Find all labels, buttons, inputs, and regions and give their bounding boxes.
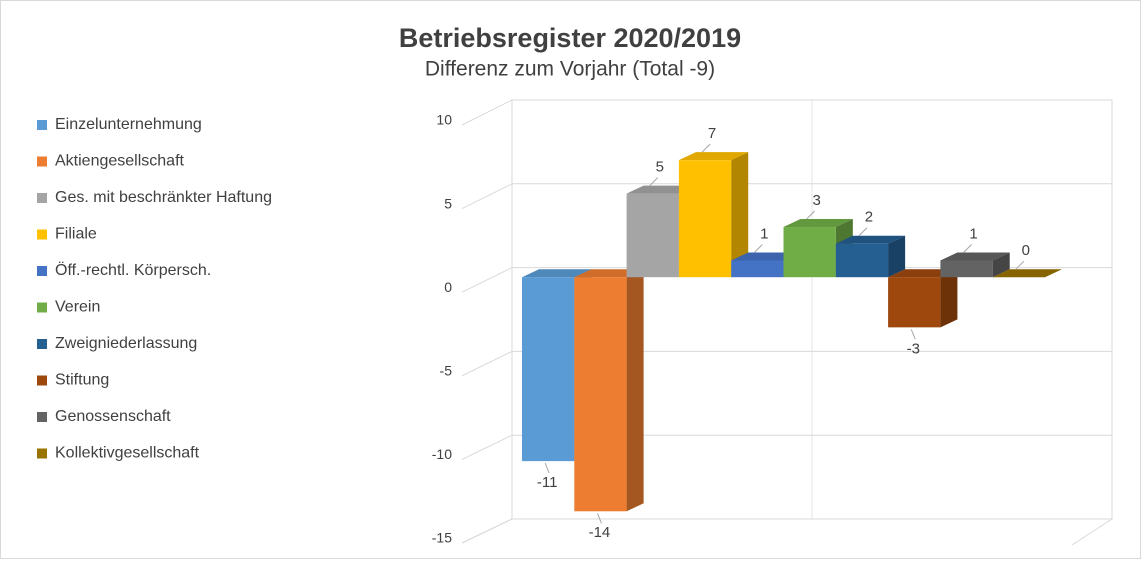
data-label: 5 <box>656 159 664 176</box>
legend-label: Zweigniederlassung <box>55 335 197 352</box>
bar-top <box>940 252 1010 261</box>
bar-side-shade <box>940 269 958 328</box>
label-leader <box>596 513 602 524</box>
bar-side-shade <box>888 235 906 278</box>
y-tick-label: -5 <box>440 363 453 379</box>
bar-side <box>992 252 1010 278</box>
bar-top <box>992 269 1062 278</box>
bar-top-shade <box>678 152 749 161</box>
label-leader <box>701 143 711 153</box>
bar <box>940 260 993 278</box>
bar-side <box>731 152 749 278</box>
legend-swatch <box>37 229 47 240</box>
bar-side-shade <box>626 269 644 512</box>
y-tick-label: -15 <box>432 530 452 546</box>
grid-line <box>461 350 513 377</box>
bar-top-shade <box>574 269 644 278</box>
legend-swatch <box>37 448 47 459</box>
legend-label: Verein <box>55 299 100 316</box>
data-label: 1 <box>760 225 768 242</box>
y-tick-label: -10 <box>432 446 452 462</box>
legend-swatch <box>37 266 47 276</box>
data-label: 3 <box>812 192 820 209</box>
bar-side-shade <box>992 252 1010 278</box>
y-tick-label: 10 <box>436 112 452 128</box>
bar-top <box>574 269 644 278</box>
legend-label: Kollektivgesellschaft <box>55 445 200 462</box>
bar-top <box>626 185 696 194</box>
bar-top <box>678 152 749 161</box>
legend-label: Öff.-rechtl. Körpersch. <box>55 261 211 279</box>
bar-top-shade <box>940 252 1010 261</box>
bar-top-shade <box>992 269 1062 278</box>
data-label: -11 <box>537 474 558 491</box>
data-label: 0 <box>1022 242 1030 259</box>
bar <box>783 227 836 278</box>
bar <box>626 193 679 278</box>
legend-label: Aktiengesellschaft <box>55 153 185 170</box>
y-tick-label: 5 <box>444 195 452 211</box>
legend-swatch <box>37 193 47 203</box>
floor-edge <box>1071 518 1113 546</box>
bar <box>574 277 627 512</box>
bar-side-shade <box>731 152 749 278</box>
bar-top <box>522 269 592 278</box>
grid-line <box>461 99 513 126</box>
bar-top <box>888 269 958 278</box>
bar <box>522 277 575 462</box>
bar <box>888 277 941 328</box>
label-leader <box>544 462 550 474</box>
data-label: -3 <box>907 340 920 357</box>
bar-side <box>888 235 906 278</box>
bar-top-shade <box>522 269 592 278</box>
label-leader <box>910 329 916 340</box>
legend-swatch <box>37 412 47 422</box>
legend-label: Genossenschaft <box>55 408 171 425</box>
bar-side <box>626 269 644 512</box>
label-leader <box>963 244 972 253</box>
bar-top-shade <box>626 185 696 194</box>
bar-side <box>940 269 958 328</box>
label-leader <box>753 244 763 253</box>
bar <box>835 243 889 278</box>
legend-label: Stiftung <box>55 372 109 389</box>
legend-label: Ges. mit beschränkter Haftung <box>55 189 272 206</box>
legend-swatch <box>37 339 47 349</box>
legend-swatch <box>37 156 47 167</box>
bar-top <box>835 235 906 244</box>
chart-title: Betriebsregister 2020/2019 <box>399 23 741 53</box>
bar-top <box>783 219 853 228</box>
legend-swatch <box>37 120 47 130</box>
bar <box>731 260 784 278</box>
bar-top-shade <box>888 269 958 278</box>
label-leader <box>858 227 868 237</box>
data-label: 7 <box>708 125 716 142</box>
grid-line <box>461 434 513 460</box>
bar-top-shade <box>783 219 853 228</box>
legend-swatch <box>37 302 47 313</box>
data-label: -14 <box>589 524 611 541</box>
bar-top <box>731 252 801 261</box>
data-label: 2 <box>865 209 873 226</box>
grid-line <box>461 518 513 544</box>
bar-top-shade <box>835 235 906 244</box>
grid-line <box>461 183 513 210</box>
label-leader <box>1015 260 1025 270</box>
chart-subtitle: Differenz zum Vorjahr (Total -9) <box>425 58 715 81</box>
bar <box>678 160 732 278</box>
legend-label: Einzelunternehmung <box>55 116 202 133</box>
label-leader <box>649 177 659 186</box>
label-leader <box>806 210 816 220</box>
y-tick-label: 0 <box>444 279 452 295</box>
legend-label: Filiale <box>55 226 97 243</box>
legend-swatch <box>37 375 47 386</box>
data-label: 1 <box>969 225 977 242</box>
grid-line <box>461 267 513 293</box>
bar-top-shade <box>731 252 801 261</box>
